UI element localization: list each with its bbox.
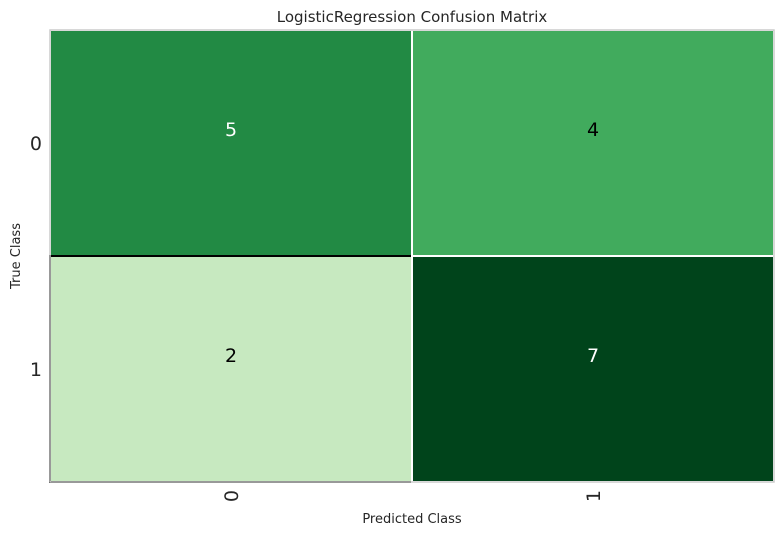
chart-title: LogisticRegression Confusion Matrix [277,8,548,26]
x-axis-label: Predicted Class [362,512,462,527]
y-tick-label-0: 0 [30,133,42,155]
heatmap-cells [49,29,775,483]
heatmap-cell-true1-pred1 [411,255,775,483]
plot-frame [49,29,775,483]
cell-value-labels: 5 4 2 7 [225,119,599,367]
cell-value-true1-pred0: 2 [225,345,237,367]
y-tick-label-1: 1 [30,359,42,381]
y-axis-label: True Class [9,223,24,290]
x-tick-label-0: 0 [221,490,243,502]
heatmap-cell-true1-pred0 [49,255,413,483]
x-tick-label-1: 1 [583,490,605,502]
cell-value-true0-pred0: 5 [225,119,237,141]
heatmap-cell-true0-pred1 [411,29,775,257]
y-tick-labels: 01 [30,133,42,381]
cell-value-true1-pred1: 7 [587,345,599,367]
cell-value-true0-pred1: 4 [587,119,599,141]
heatmap-cell-true0-pred0 [49,29,413,257]
